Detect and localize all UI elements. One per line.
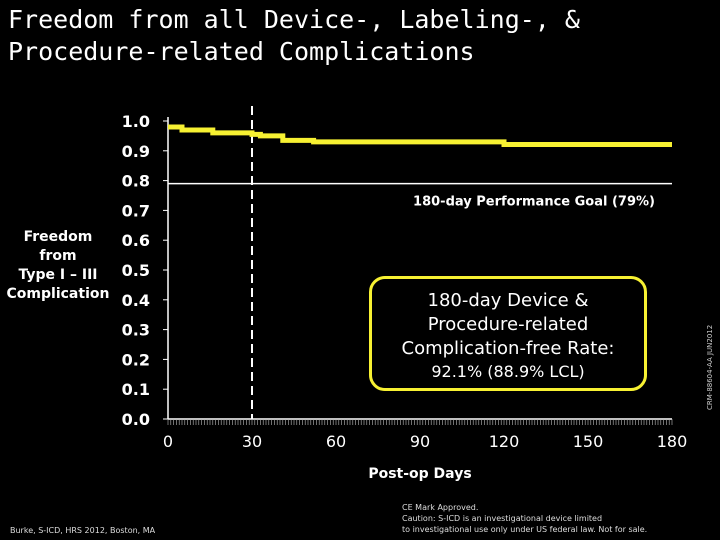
x-tick-label: 120 <box>489 432 520 451</box>
y-tick-label: 0.8 <box>122 172 150 191</box>
y-tick-label: 0.9 <box>122 142 150 161</box>
y-axis-label-line: Freedom <box>23 229 93 245</box>
y-tick-label: 0.7 <box>122 201 150 220</box>
y-tick-label: 1.0 <box>122 112 150 131</box>
y-tick-label: 0.5 <box>122 261 150 280</box>
disclaimer: CE Mark Approved. Caution: S-ICD is an i… <box>402 502 720 535</box>
y-axis-label-line: from <box>39 248 77 264</box>
callout-line: Procedure-related <box>427 314 589 335</box>
y-axis-label-line: Complication <box>6 286 110 302</box>
x-tick-label: 90 <box>410 432 430 451</box>
y-tick-label: 0.3 <box>122 321 150 340</box>
callout-rate: 92.1% (88.9% LCL) <box>431 362 585 381</box>
y-tick-label: 0.6 <box>122 231 150 250</box>
y-axis-label-line: Type I – III <box>18 267 98 283</box>
x-axis-label: Post-op Days <box>368 466 472 482</box>
y-tick-label: 0.1 <box>122 380 150 399</box>
y-tick-label: 0.2 <box>122 350 150 369</box>
survival-curve <box>168 124 672 148</box>
disclaimer-line: CE Mark Approved. <box>402 503 479 512</box>
disclaimer-line: to investigational use only under US fed… <box>402 525 648 534</box>
performance-goal-label: 180-day Performance Goal (79%) <box>413 195 655 210</box>
y-axis-label: Freedom from Type I – III Complication <box>4 228 112 304</box>
callout-line: 180-day Device & <box>427 290 589 311</box>
disclaimer-line: Caution: S-ICD is an investigational dev… <box>402 514 603 523</box>
y-tick-label: 0.0 <box>122 410 150 429</box>
x-tick-label: 60 <box>326 432 346 451</box>
y-tick-label: 0.4 <box>122 291 150 310</box>
callout-line: Complication-free Rate: <box>401 338 615 359</box>
citation: Burke, S-ICD, HRS 2012, Boston, MA <box>10 526 156 535</box>
rate-callout-box: 180-day Device & Procedure-related Compl… <box>369 276 647 391</box>
document-code: CRM-88604-AA JUN2012 <box>706 324 714 410</box>
x-tick-label: 150 <box>573 432 604 451</box>
x-tick-label: 30 <box>242 432 262 451</box>
x-tick-label: 0 <box>163 432 173 451</box>
page-title: Freedom from all Device-, Labeling-, & P… <box>8 5 580 66</box>
x-tick-label: 180 <box>657 432 688 451</box>
